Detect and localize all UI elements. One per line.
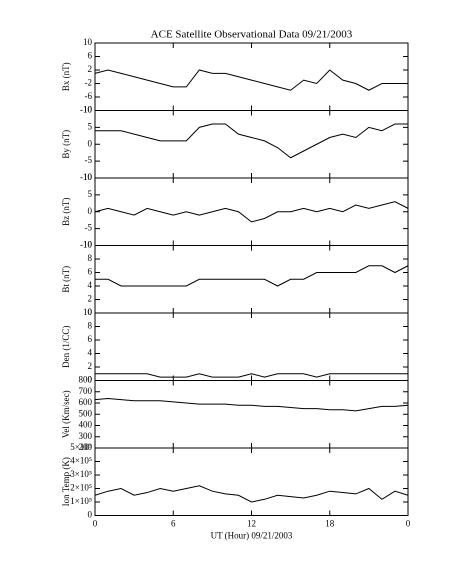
y-axis-label: Bz (nT) bbox=[61, 198, 71, 226]
y-tick-label: 10 bbox=[83, 172, 93, 182]
y-axis-label: By (nT) bbox=[61, 130, 71, 159]
y-tick-label: 4 bbox=[88, 348, 93, 358]
y-tick-label: -5 bbox=[85, 223, 93, 233]
y-axis-label: Ion Temp (K) bbox=[61, 457, 71, 506]
y-tick-label: 5 bbox=[88, 189, 93, 199]
x-tick-label: 12 bbox=[247, 519, 256, 529]
y-tick-label: 4 bbox=[88, 280, 93, 290]
y-tick-label: 8 bbox=[88, 321, 93, 331]
y-tick-label: 500 bbox=[79, 408, 93, 418]
y-tick-label: 0 bbox=[88, 307, 93, 317]
y-tick-label: 800 bbox=[79, 375, 93, 385]
y-tick-label: 200 bbox=[79, 442, 93, 452]
y-tick-label: 3×10⁵ bbox=[70, 469, 92, 479]
data-line bbox=[95, 123, 408, 159]
x-tick-label: 6 bbox=[171, 519, 176, 529]
y-tick-label: -5 bbox=[85, 155, 93, 165]
y-tick-label: 2 bbox=[88, 361, 93, 371]
y-axis-label: Bt (nT) bbox=[61, 266, 71, 293]
y-tick-label: 2 bbox=[88, 64, 93, 74]
data-line bbox=[94, 397, 409, 412]
panel-frame bbox=[94, 110, 409, 179]
y-tick-label: 1×10⁵ bbox=[70, 496, 92, 506]
y-tick-label: 6 bbox=[88, 334, 93, 344]
x-tick-label: 18 bbox=[325, 519, 335, 529]
y-tick-label: 300 bbox=[79, 431, 93, 441]
y-tick-label: 4×10⁵ bbox=[70, 456, 92, 466]
y-tick-label: -10 bbox=[80, 240, 92, 250]
y-tick-label: -6 bbox=[85, 91, 93, 101]
y-tick-label: 10 bbox=[83, 37, 93, 47]
y-tick-label: -10 bbox=[80, 105, 92, 115]
data-line bbox=[94, 69, 408, 91]
x-axis-label: UT (Hour) 09/21/2003 bbox=[211, 531, 293, 541]
y-tick-label: 400 bbox=[79, 420, 93, 430]
y-tick-label: 6 bbox=[88, 51, 93, 61]
y-tick-label: 6 bbox=[88, 267, 93, 277]
y-tick-label: 10 bbox=[83, 105, 93, 115]
panel-frame bbox=[94, 380, 409, 449]
panel-frame bbox=[94, 312, 409, 381]
y-tick-label: 2×10⁵ bbox=[70, 483, 92, 493]
chart-title: ACE Satellite Observational Data 09/21/2… bbox=[151, 29, 353, 41]
y-axis-label: Den (1/CC) bbox=[61, 326, 71, 368]
x-tick-label: 0 bbox=[93, 519, 98, 529]
y-tick-label: 600 bbox=[79, 397, 93, 407]
panel-frame bbox=[94, 177, 409, 246]
y-tick-label: 8 bbox=[88, 253, 93, 263]
y-tick-label: 0 bbox=[88, 510, 93, 520]
data-line bbox=[95, 373, 408, 378]
y-axis-label: Bx (nT) bbox=[61, 62, 71, 91]
y-tick-label: 0 bbox=[88, 375, 93, 385]
y-tick-label: 10 bbox=[83, 240, 93, 250]
data-line bbox=[95, 265, 409, 287]
y-tick-label: 0 bbox=[88, 206, 93, 216]
y-axis-label: Vel (Km/sec) bbox=[61, 390, 71, 438]
x-tick-label: 0 bbox=[406, 519, 411, 529]
y-tick-label: 2 bbox=[88, 294, 93, 304]
data-line bbox=[94, 201, 409, 223]
y-tick-label: -2 bbox=[85, 78, 93, 88]
panel-frame bbox=[94, 447, 409, 516]
y-tick-label: 10 bbox=[83, 307, 93, 317]
y-tick-label: 5×10⁵ bbox=[70, 442, 92, 452]
panel-frame bbox=[94, 42, 409, 111]
y-tick-label: 0 bbox=[88, 138, 93, 148]
y-tick-label: 5 bbox=[88, 121, 93, 131]
data-line bbox=[94, 485, 409, 503]
y-tick-label: -10 bbox=[80, 172, 92, 182]
y-tick-label: 700 bbox=[79, 386, 93, 396]
